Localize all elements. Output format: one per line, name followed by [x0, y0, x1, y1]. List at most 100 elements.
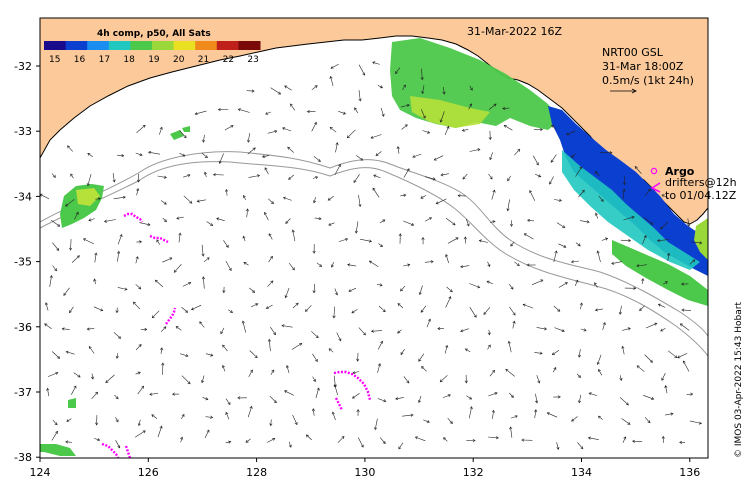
drifter-track [123, 212, 143, 223]
current-arrow [469, 85, 473, 91]
current-arrow [469, 149, 480, 152]
current-arrowhead [124, 287, 128, 291]
current-arrowhead [294, 421, 298, 426]
current-arrowhead [356, 358, 360, 362]
current-arrow [622, 189, 625, 200]
current-arrowhead [551, 124, 555, 128]
current-arrowhead [406, 380, 410, 384]
current-arrowhead [132, 301, 136, 305]
current-arrow [201, 152, 208, 158]
current-arrowhead [677, 355, 681, 359]
current-arrow [400, 349, 405, 355]
current-arrow [44, 323, 52, 330]
current-arrow [488, 329, 490, 335]
current-arrowhead [422, 115, 426, 119]
current-arrow [181, 414, 185, 420]
current-arrowhead [222, 344, 226, 348]
current-arrowhead [121, 154, 125, 158]
current-arrowhead [631, 215, 635, 219]
colorbar-segment [216, 41, 239, 50]
current-arrow [458, 195, 467, 197]
current-arrowhead [521, 438, 525, 442]
current-arrowhead [138, 344, 142, 348]
current-arrowhead [430, 260, 434, 264]
current-arrow [509, 306, 516, 316]
current-arrow [422, 130, 430, 134]
current-arrowhead [445, 344, 449, 348]
y-tick-label: -32 [14, 60, 32, 73]
current-arrow [286, 365, 290, 373]
current-arrowhead [625, 402, 629, 406]
argo-drifters [101, 212, 372, 459]
current-arrowhead [403, 84, 406, 88]
current-arrowhead [136, 179, 141, 183]
current-arrowhead [288, 176, 292, 180]
isobath-shallow [39, 151, 709, 337]
current-arrowhead [375, 153, 379, 156]
current-arrowhead [148, 150, 152, 155]
sst-patch-sw-2 [68, 398, 76, 408]
current-arrow [148, 151, 161, 155]
current-arrow [400, 194, 406, 197]
current-arrowhead [596, 250, 600, 254]
current-arrow [425, 176, 436, 180]
current-arrow [115, 417, 119, 423]
current-arrow [157, 426, 162, 438]
current-arrow [63, 287, 70, 296]
current-arrowhead [661, 194, 665, 198]
current-arrowhead [442, 91, 446, 95]
current-arrowhead [187, 381, 191, 385]
current-arrow [179, 152, 185, 157]
current-arrow [611, 261, 622, 264]
current-arrowhead [611, 261, 615, 265]
current-arrow [312, 353, 318, 362]
current-arrowhead [201, 380, 205, 384]
current-arrow [316, 262, 322, 267]
current-arrow [553, 305, 560, 312]
current-arrowhead [372, 61, 376, 65]
current-arrowhead [538, 174, 542, 178]
current-arrow [552, 367, 557, 373]
current-arrow [285, 287, 290, 298]
current-arrow [91, 391, 98, 400]
current-arrowhead [575, 279, 579, 283]
current-arrowhead [398, 446, 402, 450]
current-arrow [553, 250, 557, 263]
y-axis: -32 -33 -34 -35 -36 -37 -38 [14, 60, 40, 464]
current-arrow [87, 153, 93, 157]
current-arrow [595, 308, 603, 311]
current-arrowhead [270, 255, 273, 259]
current-arrow [644, 417, 651, 423]
current-arrow [52, 242, 60, 251]
current-arrowhead [201, 253, 205, 257]
current-arrowhead [225, 411, 229, 415]
drifter-track-icon [650, 182, 661, 193]
y-tick-label: -35 [14, 256, 32, 269]
current-arrowhead [690, 392, 694, 396]
current-arrow [681, 309, 692, 311]
current-arrow [597, 250, 601, 263]
current-arrow [374, 418, 378, 430]
current-arrow [551, 124, 557, 130]
current-arrow [204, 172, 207, 178]
current-arrowhead [483, 311, 487, 315]
current-arrowhead [570, 155, 574, 158]
current-arrow [291, 343, 302, 350]
current-arrow [288, 174, 294, 180]
current-arrowhead [577, 243, 581, 247]
current-arrowhead [372, 187, 376, 191]
current-arrowhead [579, 166, 582, 170]
y-tick-label: -36 [14, 321, 32, 334]
current-arrow [445, 296, 451, 308]
current-arrow [313, 155, 321, 162]
current-arrowhead [160, 347, 164, 351]
current-arrow [492, 410, 494, 420]
current-arrowhead [597, 415, 601, 419]
current-arrowhead [666, 252, 671, 256]
current-arrowhead [352, 395, 356, 399]
current-arrow [547, 412, 558, 418]
current-arrow [375, 151, 382, 156]
current-arrowhead [69, 247, 73, 251]
current-arrowhead [443, 437, 447, 441]
current-arrowhead [461, 128, 465, 132]
